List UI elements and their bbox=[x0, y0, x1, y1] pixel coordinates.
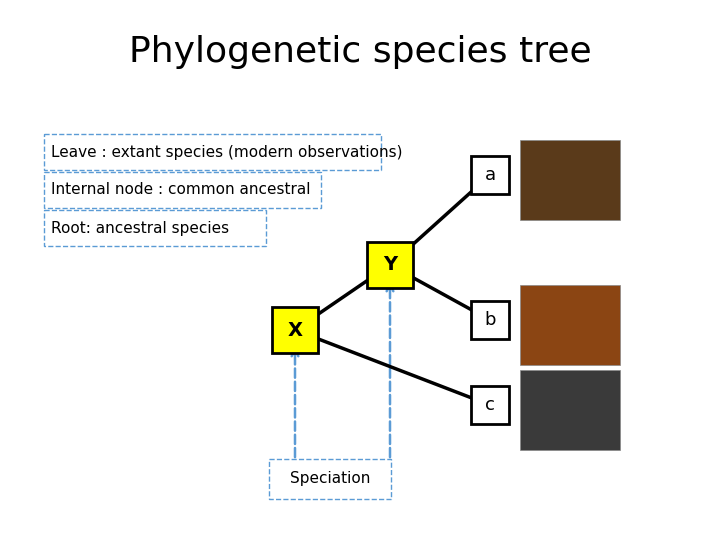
FancyBboxPatch shape bbox=[471, 386, 509, 424]
FancyBboxPatch shape bbox=[520, 285, 620, 365]
Text: Phylogenetic species tree: Phylogenetic species tree bbox=[129, 35, 591, 69]
Text: b: b bbox=[485, 311, 496, 329]
FancyBboxPatch shape bbox=[44, 172, 321, 208]
FancyBboxPatch shape bbox=[269, 459, 391, 499]
Text: Y: Y bbox=[383, 255, 397, 274]
FancyBboxPatch shape bbox=[471, 156, 509, 194]
FancyBboxPatch shape bbox=[471, 301, 509, 339]
Text: X: X bbox=[287, 321, 302, 340]
FancyBboxPatch shape bbox=[367, 242, 413, 288]
FancyBboxPatch shape bbox=[44, 210, 266, 246]
FancyBboxPatch shape bbox=[44, 134, 381, 170]
Text: Leave : extant species (modern observations): Leave : extant species (modern observati… bbox=[51, 145, 402, 159]
Text: Speciation: Speciation bbox=[290, 471, 370, 487]
Text: a: a bbox=[485, 166, 495, 184]
Text: c: c bbox=[485, 396, 495, 414]
FancyBboxPatch shape bbox=[272, 307, 318, 353]
FancyBboxPatch shape bbox=[520, 140, 620, 220]
Text: Root: ancestral species: Root: ancestral species bbox=[51, 220, 229, 235]
Text: Internal node : common ancestral: Internal node : common ancestral bbox=[51, 183, 310, 198]
FancyBboxPatch shape bbox=[520, 370, 620, 450]
